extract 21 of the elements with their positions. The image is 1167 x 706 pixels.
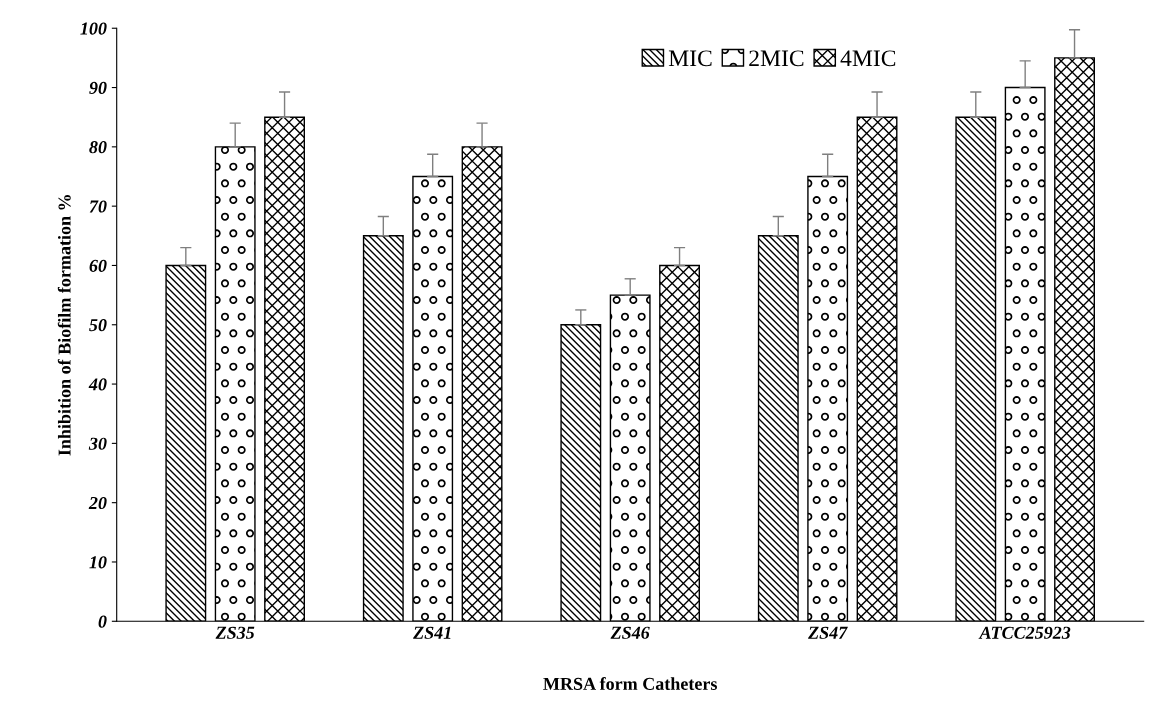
legend-label: MIC [668,50,712,67]
x-tick-label: ATCC25923 [978,626,1071,639]
y-tick-label: 0 [98,615,107,628]
y-tick-label: 30 [88,437,107,450]
x-axis-title: MRSA form Catheters [543,677,717,690]
y-tick-label: 10 [89,556,107,569]
legend-label: 2MIC [749,50,804,67]
y-axis-title: Inhibition of Biofilm formation % [57,195,71,456]
x-tick-label: ZS41 [413,626,451,639]
y-tick-label: 80 [89,141,107,154]
x-tick-label: ZS47 [808,626,848,639]
x-tick-label: ZS46 [610,626,650,639]
x-tick-label: ZS35 [215,626,255,639]
y-tick-label: 100 [80,22,107,35]
y-tick-label: 50 [89,319,107,332]
y-tick-label: 20 [88,496,107,510]
y-tick-label: 70 [89,200,107,213]
y-tick-label: 90 [89,81,107,94]
y-tick-label: 60 [89,259,107,272]
y-tick-label: 40 [88,378,107,391]
legend-label: 4MIC [840,50,896,67]
